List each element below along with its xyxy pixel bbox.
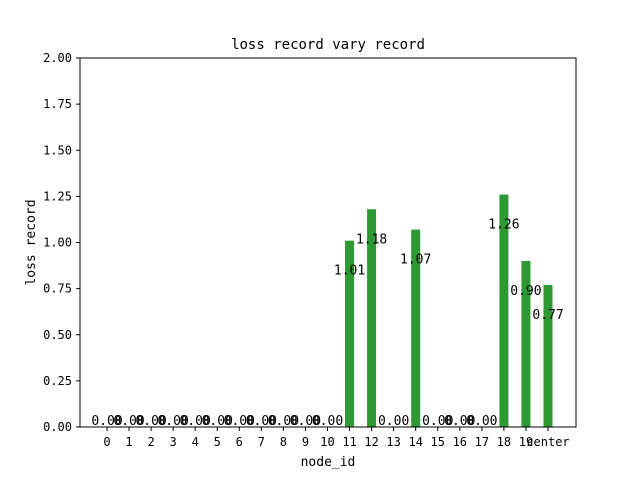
bar-value-label-10: 0.00 <box>312 414 343 429</box>
chart-title: loss record vary record <box>231 37 425 53</box>
bar-value-label-16: 0.00 <box>444 414 475 429</box>
x-tick-label-13: 13 <box>386 435 400 449</box>
x-tick-label-10: 10 <box>320 435 334 449</box>
x-tick-label-9: 9 <box>302 435 309 449</box>
bar-14 <box>411 229 421 427</box>
bar-value-label-11: 1.01 <box>334 264 365 279</box>
x-tick-label-2: 2 <box>147 435 154 449</box>
y-tick-label-0: 0.00 <box>43 420 72 434</box>
bar-18 <box>499 194 509 427</box>
y-axis-ticks: 0.00 0.25 0.50 0.75 1.00 1.25 1.50 1.75 2.00 <box>43 51 80 434</box>
bar-value-label-19: 0.90 <box>510 284 541 299</box>
bar-value-label-5: 0.00 <box>202 414 233 429</box>
bar-labels-group: 0.000.000.000.000.000.000.000.000.000.00… <box>91 218 563 429</box>
bar-value-label-4: 0.00 <box>180 414 211 429</box>
x-tick-label-0: 0 <box>103 435 110 449</box>
bar-value-label-0: 0.00 <box>91 414 122 429</box>
bar-center <box>543 284 553 427</box>
bar-19 <box>521 260 531 427</box>
y-tick-label-5: 1.25 <box>43 189 72 203</box>
x-tick-label-12: 12 <box>364 435 378 449</box>
y-tick-label-7: 1.75 <box>43 97 72 111</box>
bar-value-label-13: 0.00 <box>378 414 409 429</box>
bar-value-label-12: 1.18 <box>356 232 387 247</box>
bar-value-label-7: 0.00 <box>246 414 277 429</box>
bar-value-label-9: 0.00 <box>290 414 321 429</box>
x-tick-label-14: 14 <box>408 435 422 449</box>
x-axis-label: node_id <box>301 455 356 470</box>
x-tick-label-11: 11 <box>342 435 356 449</box>
bar-value-label-1: 0.00 <box>113 414 144 429</box>
plot-frame <box>79 57 577 428</box>
y-tick-label-6: 1.50 <box>43 143 72 157</box>
bars-group <box>345 194 553 427</box>
y-axis-label: loss record <box>24 199 39 285</box>
bar-value-label-17: 0.00 <box>466 414 497 429</box>
x-tick-label-18: 18 <box>497 435 511 449</box>
bar-value-label-14: 1.07 <box>400 253 431 268</box>
y-tick-label-2: 0.50 <box>43 328 72 342</box>
x-tick-label-center: center <box>526 435 569 449</box>
x-tick-label-1: 1 <box>125 435 132 449</box>
y-tick-label-8: 2.00 <box>43 51 72 65</box>
x-tick-label-16: 16 <box>453 435 467 449</box>
bar-value-label-center: 0.77 <box>532 308 563 323</box>
bar-value-label-15: 0.00 <box>422 414 453 429</box>
bar-value-label-6: 0.00 <box>224 414 255 429</box>
x-tick-label-5: 5 <box>214 435 221 449</box>
bar-12 <box>367 209 377 427</box>
x-tick-label-15: 15 <box>431 435 445 449</box>
x-tick-label-6: 6 <box>236 435 243 449</box>
bar-value-label-18: 1.26 <box>488 218 519 233</box>
y-tick-label-4: 1.00 <box>43 236 72 250</box>
x-tick-label-19: 19 <box>519 435 533 449</box>
x-tick-label-17: 17 <box>475 435 489 449</box>
bar-value-label-2: 0.00 <box>135 414 166 429</box>
x-tick-label-4: 4 <box>192 435 199 449</box>
bar-value-label-8: 0.00 <box>268 414 299 429</box>
bar-value-label-3: 0.00 <box>157 414 188 429</box>
x-tick-label-7: 7 <box>258 435 265 449</box>
y-tick-label-3: 0.75 <box>43 282 72 296</box>
bar-11 <box>345 240 355 427</box>
y-tick-label-1: 0.25 <box>43 374 72 388</box>
x-tick-label-8: 8 <box>280 435 287 449</box>
x-tick-label-3: 3 <box>170 435 177 449</box>
